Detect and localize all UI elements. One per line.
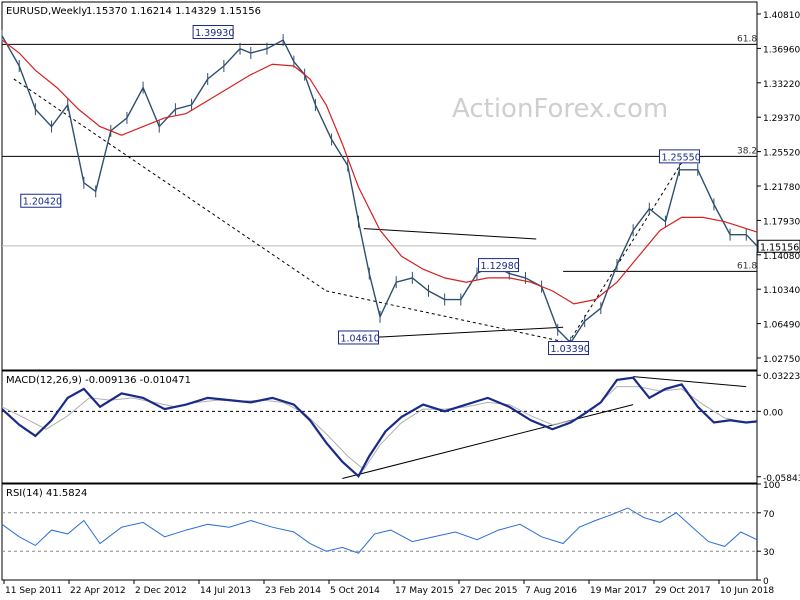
x-tick-label: 19 Mar 2017	[590, 586, 647, 596]
price-label-box	[337, 330, 379, 345]
x-tick-label: 27 Dec 2015	[460, 586, 518, 596]
x-tick-label: 29 Oct 2017	[655, 586, 711, 596]
price-label: 1.12980	[481, 261, 520, 272]
panel-frame	[1, 483, 758, 581]
x-tick-label: 10 Jun 2018	[720, 586, 774, 596]
x-tick-label: 23 Feb 2014	[265, 586, 321, 596]
y-tick-label: 1.14080	[763, 252, 800, 262]
price-label: 1.25550	[661, 152, 700, 163]
rsi-line	[1, 507, 758, 554]
price-label-box	[20, 193, 62, 208]
y-tick-label: -0.058434	[763, 474, 800, 484]
x-tick-label: 14 Jul 2013	[200, 586, 251, 596]
price-label-box	[192, 25, 234, 40]
y-tick-label: 0	[763, 577, 769, 587]
price-label: 1.03390	[551, 344, 590, 355]
price-label: 1.04610	[340, 333, 379, 344]
macd-trendline	[342, 404, 634, 480]
last-price-label: 1.15156	[760, 242, 799, 253]
macd-panel: 0.032235 0.00 -0.058434	[1, 370, 800, 484]
macd-trendline	[633, 376, 747, 388]
y-tick-label: 0.00	[763, 408, 783, 418]
watermark: ActionForex.com	[452, 94, 668, 124]
trendline	[326, 290, 569, 344]
trendline	[353, 326, 564, 339]
y-tick-label: 0.032235	[763, 372, 800, 382]
x-tick-label: 11 Sep 2011	[5, 586, 62, 596]
price-label: 1.39930	[195, 28, 234, 39]
x-tick-label: 22 Apr 2012	[70, 586, 126, 596]
y-tick-label: 1.29370	[763, 114, 800, 124]
price-line	[1, 35, 758, 344]
signal-line	[1, 386, 757, 471]
y-tick-label: 1.10340	[763, 286, 800, 296]
y-tick-label: 1.40810	[763, 11, 800, 21]
last-price-box	[757, 239, 800, 253]
y-tick-label: 100	[763, 481, 780, 491]
rsi-panel: 100 70 30 0	[1, 481, 780, 587]
rsi-header: RSI(14) 41.5824	[6, 488, 87, 499]
y-tick-label: 1.17930	[763, 217, 800, 227]
price-header-values: 1.15370 1.16214 1.14329 1.15156	[86, 6, 261, 17]
x-tick-label: 17 May 2015	[395, 586, 454, 596]
trendline	[363, 228, 537, 240]
macd-header: MACD(12,26,9) -0.009136 -0.010471	[6, 375, 191, 386]
price-panel: 1.40810 1.36960 1.33220 1.29370 1.25520 1.217…	[1, 1, 800, 371]
trendline	[568, 153, 688, 344]
y-tick-label: 1.25520	[763, 149, 800, 159]
panel-frame	[1, 370, 758, 484]
x-tick-label: 2 Dec 2012	[135, 586, 187, 596]
price-header-symbol: EURUSD,Weekly	[6, 6, 87, 17]
price-label: 1.20420	[23, 197, 62, 208]
x-tick-label: 7 Aug 2016	[525, 586, 577, 596]
fib-label: 61.8	[737, 34, 757, 44]
price-label-box	[478, 258, 520, 273]
trendline	[13, 78, 327, 292]
time-axis: 11 Sep 2011 22 Apr 2012 2 Dec 2012 14 Jul 2…	[3, 580, 774, 596]
x-tick-label: 5 Oct 2014	[330, 586, 380, 596]
fib-label: 38.2	[737, 146, 757, 156]
y-tick-label: 1.33220	[763, 80, 800, 90]
y-tick-label: 30	[763, 548, 775, 558]
y-tick-label: 1.21780	[763, 183, 800, 193]
y-tick-label: 1.36960	[763, 45, 800, 55]
y-tick-label: 1.02750	[763, 355, 800, 365]
price-label-box	[548, 341, 590, 356]
macd-line	[1, 376, 758, 479]
y-tick-label: 1.06490	[763, 321, 800, 331]
moving-average-line	[1, 39, 758, 305]
fib-label: 61.8	[737, 261, 757, 271]
y-tick-label: 70	[763, 510, 775, 520]
price-label-box	[658, 149, 700, 164]
